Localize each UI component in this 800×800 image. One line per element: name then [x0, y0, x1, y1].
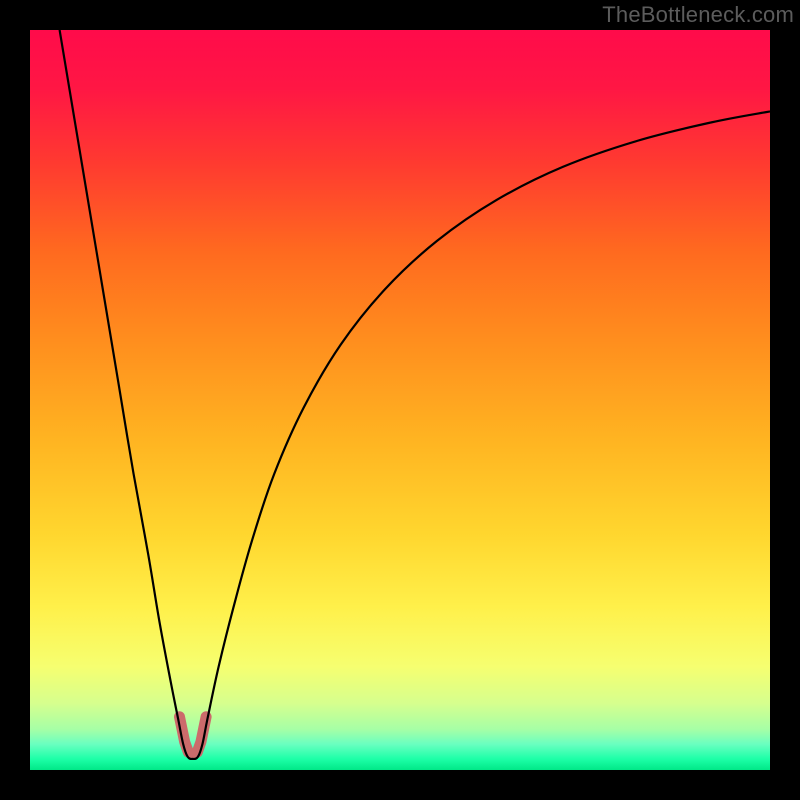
- bottleneck-curve: [60, 30, 770, 759]
- plot-area: [30, 30, 770, 770]
- curve-layer: [30, 30, 770, 770]
- chart-frame: TheBottleneck.com: [0, 0, 800, 800]
- watermark-label: TheBottleneck.com: [602, 2, 794, 28]
